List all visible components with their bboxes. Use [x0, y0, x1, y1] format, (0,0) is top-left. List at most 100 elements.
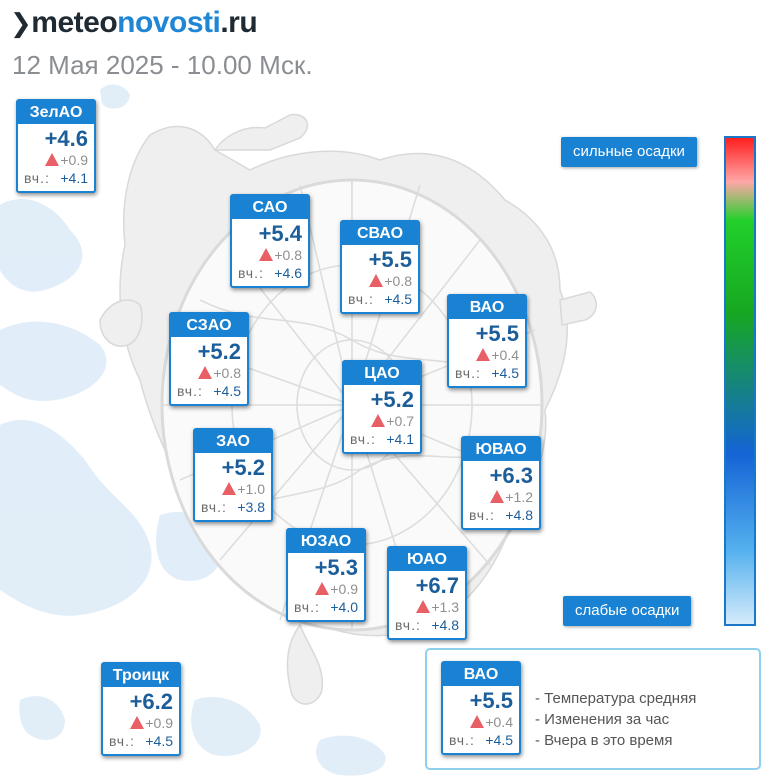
hourly-change-value: +0.9: [330, 581, 358, 597]
temperature-value: +6.3: [489, 463, 533, 488]
yesterday-value: +4.0: [330, 599, 358, 615]
temperature-value: +5.2: [370, 387, 414, 412]
yesterday-value: +3.8: [237, 499, 265, 515]
temperature-value: +5.5: [469, 688, 513, 713]
district-name: ЮАО: [389, 548, 465, 571]
hourly-change: +0.9: [103, 715, 179, 732]
district-name: Троицк: [103, 664, 179, 687]
yesterday-value: +4.5: [491, 365, 519, 381]
hourly-change-value: +0.7: [386, 413, 414, 429]
rise-triangle-icon: [259, 248, 274, 261]
yesterday-label: вч.:: [469, 507, 495, 523]
temperature-value: +6.2: [129, 689, 173, 714]
rise-triangle-icon: [470, 715, 485, 728]
rise-triangle-icon: [476, 348, 491, 361]
hourly-change: +1.3: [389, 599, 465, 616]
rise-triangle-icon: [315, 582, 330, 595]
legend-sample-card: ВАО +5.5 +0.4 вч.: +4.5: [441, 661, 521, 755]
yesterday-row: вч.: +4.5: [171, 382, 247, 400]
logo-text-part2: novosti: [117, 6, 221, 39]
logo-mark-icon: ❯: [10, 8, 32, 38]
hourly-change: +0.8: [171, 365, 247, 382]
yesterday-label: вч.:: [348, 291, 374, 307]
hourly-change-value: +0.8: [274, 247, 302, 263]
yesterday-label: вч.:: [109, 733, 135, 749]
hourly-change: +0.8: [232, 247, 308, 264]
yesterday-value: +4.5: [213, 383, 241, 399]
legend-descriptions: - Температура средняя - Изменения за час…: [535, 688, 696, 751]
district-card-cao: ЦАО +5.2 +0.7 вч.: +4.1: [342, 360, 422, 454]
yesterday-value: +4.8: [505, 507, 533, 523]
district-card-sao: САО +5.4 +0.8 вч.: +4.6: [230, 194, 310, 288]
scale-label-strong: сильные осадки: [561, 137, 697, 167]
district-card-yuao: ЮАО +6.7 +1.3 вч.: +4.8: [387, 546, 467, 640]
yesterday-row: вч.: +4.5: [103, 732, 179, 750]
temperature-value: +5.2: [221, 455, 265, 480]
yesterday-value: +4.5: [145, 733, 173, 749]
district-name: ЮВАО: [463, 438, 539, 461]
hourly-change: +0.4: [449, 347, 525, 364]
yesterday-row: вч.: +3.8: [195, 498, 271, 516]
legend-line-yesterday: - Вчера в это время: [535, 732, 673, 749]
yesterday-label: вч.:: [455, 365, 481, 381]
district-name: ЮЗАО: [288, 530, 364, 553]
district-name: ЗелАО: [18, 101, 94, 124]
temperature-value: +5.2: [197, 339, 241, 364]
hourly-change-value: +0.4: [485, 714, 513, 730]
hourly-change-value: +0.9: [60, 152, 88, 168]
temperature-value: +5.5: [475, 321, 519, 346]
yesterday-row: вч.: +4.1: [344, 430, 420, 448]
temperature-value: +4.6: [44, 126, 88, 151]
district-card-szao: СЗАО +5.2 +0.8 вч.: +4.5: [169, 312, 249, 406]
district-name: ЗАО: [195, 430, 271, 453]
hourly-change-value: +0.8: [213, 365, 241, 381]
site-logo[interactable]: ❯meteonovosti.ru: [10, 6, 258, 40]
rise-triangle-icon: [198, 366, 213, 379]
temperature-value: +5.3: [314, 555, 358, 580]
district-card-zelao: ЗелАО +4.6 +0.9 вч.: +4.1: [16, 99, 96, 193]
hourly-change-value: +0.9: [145, 715, 173, 731]
rise-triangle-icon: [416, 600, 431, 613]
yesterday-value: +4.1: [60, 170, 88, 186]
yesterday-label: вч.:: [24, 170, 50, 186]
scale-label-weak: слабые осадки: [563, 596, 692, 626]
rise-triangle-icon: [371, 414, 386, 427]
district-name: СЗАО: [171, 314, 247, 337]
yesterday-label: вч.:: [201, 499, 227, 515]
yesterday-row: вч.: +4.8: [463, 506, 539, 524]
rise-triangle-icon: [45, 153, 60, 166]
yesterday-row: вч.: +4.6: [232, 264, 308, 282]
district-card-vao: ВАО +5.5 +0.4 вч.: +4.5: [447, 294, 527, 388]
hourly-change-value: +1.0: [237, 481, 265, 497]
hourly-change: +0.9: [288, 581, 364, 598]
logo-text-part1: meteo: [31, 6, 118, 39]
hourly-change-value: +0.4: [491, 347, 519, 363]
yesterday-value: +4.6: [274, 265, 302, 281]
yesterday-row: вч.: +4.5: [342, 290, 418, 308]
district-card-yuvao: ЮВАО +6.3 +1.2 вч.: +4.8: [461, 436, 541, 530]
legend-line-temperature: - Температура средняя: [535, 690, 697, 707]
hourly-change: +0.9: [18, 152, 94, 169]
temperature-value: +6.7: [415, 573, 459, 598]
district-name: ЦАО: [344, 362, 420, 385]
district-name: СВАО: [342, 222, 418, 245]
logo-text-part3: .ru: [220, 6, 258, 39]
yesterday-label: вч.:: [238, 265, 264, 281]
district-card-svao: СВАО +5.5 +0.8 вч.: +4.5: [340, 220, 420, 314]
yesterday-row: вч.: +4.1: [18, 169, 94, 187]
rise-triangle-icon: [130, 716, 145, 729]
district-name: ВАО: [449, 296, 525, 319]
hourly-change-value: +1.3: [431, 599, 459, 615]
rise-triangle-icon: [369, 274, 384, 287]
precipitation-scale-bar: [724, 136, 756, 626]
yesterday-value: +4.5: [384, 291, 412, 307]
temperature-value: +5.4: [258, 221, 302, 246]
yesterday-label: вч.:: [177, 383, 203, 399]
district-card-zao: ЗАО +5.2 +1.0 вч.: +3.8: [193, 428, 273, 522]
hourly-change: +0.8: [342, 273, 418, 290]
hourly-change: +1.2: [463, 489, 539, 506]
temperature-value: +5.5: [368, 247, 412, 272]
yesterday-row: вч.: +4.5: [443, 731, 519, 749]
district-card-yuzao: ЮЗАО +5.3 +0.9 вч.: +4.0: [286, 528, 366, 622]
hourly-change-value: +1.2: [505, 489, 533, 505]
